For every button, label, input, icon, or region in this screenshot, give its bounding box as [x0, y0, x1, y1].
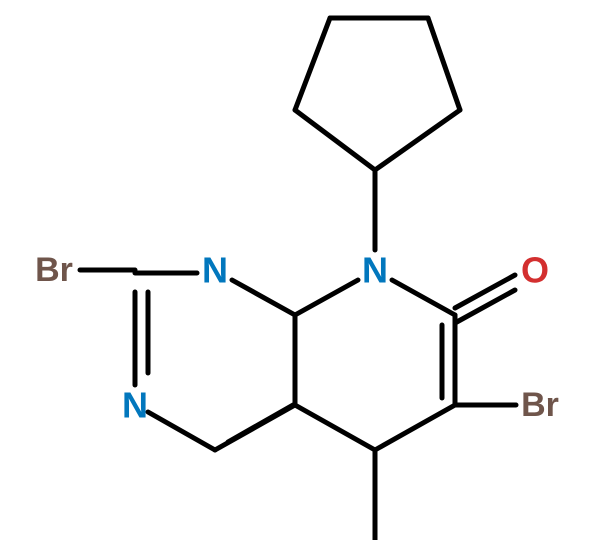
atom-Br1: Br: [35, 251, 73, 289]
bond: [375, 110, 460, 170]
molecule-canvas: Br N N N O Br: [0, 0, 600, 540]
bond: [455, 290, 515, 323]
atom-N2: N: [122, 385, 148, 426]
atom-N1: N: [202, 250, 228, 291]
bond: [228, 405, 293, 442]
bond: [295, 110, 375, 170]
bond: [295, 18, 330, 110]
atom-Br2: Br: [521, 386, 559, 424]
bond: [295, 280, 358, 315]
bond: [428, 18, 460, 110]
bonds: [80, 18, 516, 540]
bond: [375, 405, 455, 450]
bond: [392, 280, 455, 315]
bond: [232, 280, 295, 315]
atom-N3: N: [362, 250, 388, 291]
bond: [148, 412, 215, 450]
bond: [455, 275, 515, 308]
atom-O1: O: [521, 250, 549, 291]
bond: [295, 405, 375, 450]
